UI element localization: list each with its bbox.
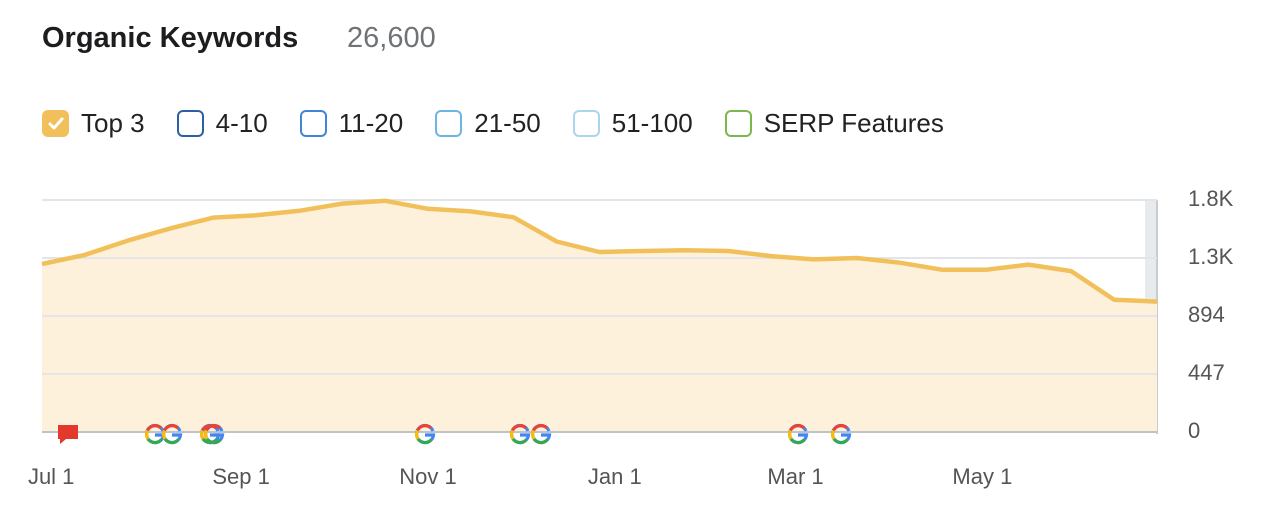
title: Organic Keywords (42, 22, 299, 54)
y-tick-label: 1.8K (1188, 186, 1234, 211)
checkbox[interactable] (435, 110, 463, 137)
x-tick-label: Sep 1 (212, 464, 270, 489)
x-tick-label: Jul 1 (28, 464, 74, 489)
legend: Top 3 4-10 11-20 21-50 51-100 SERP Features (42, 108, 944, 139)
legend-label: 11-20 (338, 108, 404, 138)
legend-label: 21-50 (474, 108, 541, 138)
x-tick-label: May 1 (952, 464, 1012, 489)
checkbox[interactable] (572, 110, 600, 137)
checkbox[interactable] (724, 110, 752, 137)
legend-item[interactable]: 21-50 (435, 108, 541, 139)
checkbox[interactable] (42, 110, 69, 137)
legend-label: 4-10 (215, 108, 268, 138)
legend-item[interactable]: Top 3 (42, 108, 145, 139)
checkbox[interactable] (176, 110, 204, 137)
legend-item[interactable]: 11-20 (299, 108, 404, 139)
legend-item[interactable]: SERP Features (724, 108, 944, 139)
event-icons (58, 423, 852, 445)
legend-label: SERP Features (763, 108, 944, 138)
flag-icon (58, 425, 78, 444)
legend-label: Top 3 (81, 108, 145, 138)
x-tick-label: Jan 1 (588, 464, 642, 489)
total: 26,600 (347, 22, 436, 54)
legend-item[interactable]: 4-10 (176, 108, 268, 139)
checkbox[interactable] (299, 110, 327, 137)
line (41, 198, 1158, 304)
y-tick-label: 1.3K (1188, 244, 1234, 269)
y-tick-label: 894 (1188, 302, 1225, 327)
check (48, 117, 64, 130)
x-tick-label: Nov 1 (399, 464, 456, 489)
y-tick-label: 0 (1188, 418, 1200, 443)
legend-label: 51-100 (611, 108, 693, 138)
y-tick-label: 447 (1188, 360, 1225, 385)
legend-item[interactable]: 51-100 (572, 108, 693, 139)
x-tick-label: Mar 1 (767, 464, 823, 489)
